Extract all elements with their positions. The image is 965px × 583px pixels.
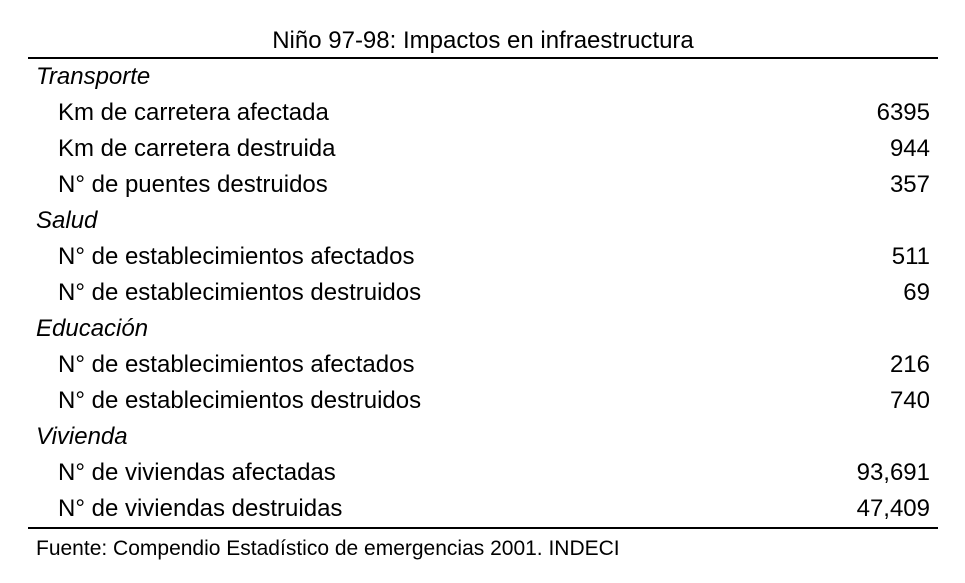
table-row: N° de puentes destruidos 357 [28,167,938,203]
table-row: N° de viviendas destruidas 47,409 [28,491,938,527]
table-row: N° de establecimientos destruidos 740 [28,383,938,419]
row-value: 69 [903,279,930,306]
row-value: 511 [891,243,930,270]
row-label: N° de establecimientos destruidos [58,387,422,414]
category-row-salud: Salud [36,207,98,234]
row-value: 47,409 [856,495,930,522]
category-row-transporte: Transporte [36,63,151,90]
category-row-vivienda: Vivienda [36,423,128,450]
row-label: N° de viviendas afectadas [58,459,336,486]
table-row: Km de carretera afectada 6395 [28,95,938,131]
row-label: N° de viviendas destruidas [58,495,343,522]
row-value: 6395 [876,99,930,126]
row-label: N° de establecimientos destruidos [58,279,422,306]
row-value: 944 [889,135,930,162]
row-label: N° de establecimientos afectados [58,243,415,270]
row-value: 740 [889,387,930,414]
table-row: N° de establecimientos afectados 511 [28,239,938,275]
impact-table: Transporte Km de carretera afectada 6395… [28,57,938,529]
category-row-educacion: Educación [36,315,149,342]
table-row: N° de establecimientos afectados 216 [28,347,938,383]
row-label: Km de carretera afectada [58,99,329,126]
row-label: N° de establecimientos afectados [58,351,415,378]
row-value: 357 [889,171,930,198]
row-label: Km de carretera destruida [58,135,336,162]
table-title: Niño 97-98: Impactos en infraestructura [272,27,694,54]
row-value: 216 [889,351,930,378]
table-row: N° de establecimientos destruidos 69 [28,275,938,311]
table-row: N° de viviendas afectadas 93,691 [28,455,938,491]
table-row: Km de carretera destruida 944 [28,131,938,167]
row-label: N° de puentes destruidos [58,171,328,198]
row-value: 93,691 [856,459,930,486]
source-note: Fuente: Compendio Estadístico de emergen… [36,537,620,560]
